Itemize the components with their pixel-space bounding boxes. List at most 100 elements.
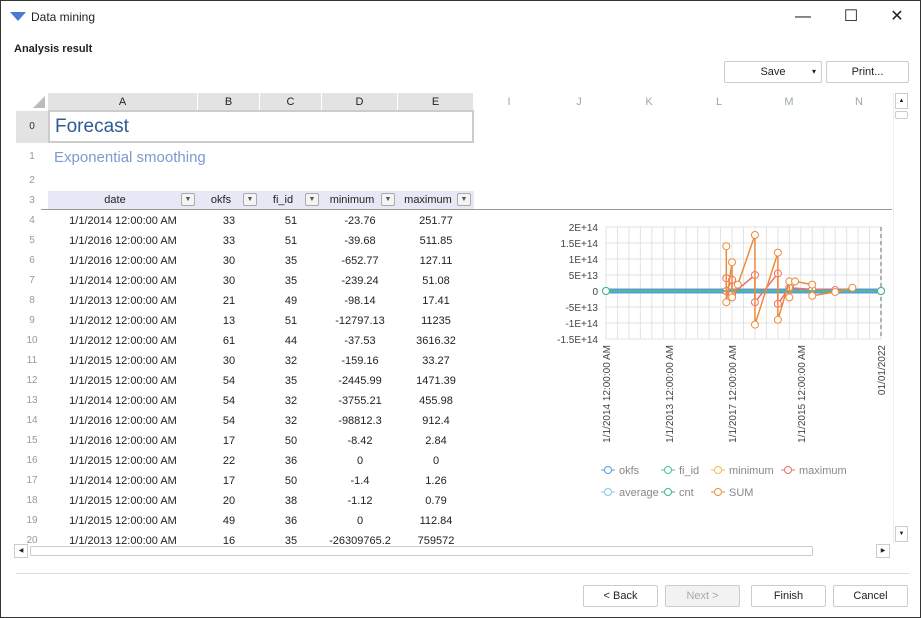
cell-date[interactable]: 1/1/2016 12:00:00 AM (69, 235, 177, 247)
row-number[interactable]: 0 (16, 111, 48, 143)
cell-okfs[interactable]: 17 (222, 435, 236, 447)
table-row[interactable]: 14 1/1/2016 12:00:00 AM 54 32 -98812.3 912.4 (1, 412, 481, 432)
cell-minimum[interactable]: -23.76 (344, 215, 376, 227)
vertical-scrollbar[interactable]: ▲ ▼ (893, 93, 908, 543)
row-number[interactable]: 1 (29, 151, 35, 162)
cell-maximum[interactable]: 2.84 (425, 435, 447, 447)
cell-fi_id[interactable]: 38 (284, 495, 298, 507)
finish-button[interactable]: Finish (751, 585, 826, 607)
table-row[interactable]: 16 1/1/2015 12:00:00 AM 22 36 0 0 (1, 452, 481, 472)
cell-fi_id[interactable]: 35 (284, 375, 298, 387)
cell-fi_id[interactable]: 32 (284, 415, 298, 427)
cell-okfs[interactable]: 54 (222, 395, 236, 407)
cell-date[interactable]: 1/1/2016 12:00:00 AM (69, 415, 177, 427)
column-header-I[interactable]: I (507, 96, 511, 108)
cell-okfs[interactable]: 16 (222, 535, 236, 544)
filter-header-minimum[interactable]: minimum ▼ (322, 191, 398, 209)
select-all-corner[interactable] (33, 96, 45, 108)
column-header-K[interactable]: K (645, 96, 653, 108)
filter-dropdown-icon[interactable]: ▼ (305, 193, 319, 206)
cell-minimum[interactable]: -98.14 (344, 295, 376, 307)
save-button[interactable]: Save ▾ (724, 61, 822, 83)
horizontal-scrollbar[interactable]: ◀ ▶ (14, 544, 891, 558)
table-row[interactable]: 17 1/1/2014 12:00:00 AM 17 50 -1.4 1.26 (1, 472, 481, 492)
cell-date[interactable]: 1/1/2015 12:00:00 AM (69, 355, 177, 367)
table-row[interactable]: 5 1/1/2016 12:00:00 AM 33 51 -39.68 511.85 (1, 232, 481, 252)
cell-okfs[interactable]: 33 (222, 215, 236, 227)
cell-maximum[interactable]: 127.11 (419, 255, 453, 267)
cell-date[interactable]: 1/1/2012 12:00:00 AM (69, 335, 177, 347)
cell-date[interactable]: 1/1/2015 12:00:00 AM (69, 375, 177, 387)
cell-date[interactable]: 1/1/2016 12:00:00 AM (69, 435, 177, 447)
cell-minimum[interactable]: -39.68 (344, 235, 376, 247)
filter-dropdown-icon[interactable]: ▼ (243, 193, 257, 206)
cell-minimum[interactable]: -8.42 (347, 435, 373, 447)
cell-date[interactable]: 1/1/2016 12:00:00 AM (69, 255, 177, 267)
cell-fi_id[interactable]: 51 (284, 235, 298, 247)
table-row[interactable]: 13 1/1/2014 12:00:00 AM 54 32 -3755.21 455.98 (1, 392, 481, 412)
cell-fi_id[interactable]: 35 (284, 275, 298, 287)
print-button[interactable]: Print... (826, 61, 909, 83)
scroll-down-icon[interactable]: ▼ (895, 526, 908, 542)
sheet-subtitle-cell[interactable]: Exponential smoothing (54, 149, 206, 166)
cell-date[interactable]: 1/1/2015 12:00:00 AM (69, 455, 177, 467)
cell-minimum[interactable]: -37.53 (344, 335, 376, 347)
column-header-C[interactable]: C (260, 93, 322, 111)
cell-fi_id[interactable]: 51 (284, 315, 298, 327)
filter-dropdown-icon[interactable]: ▼ (181, 193, 195, 206)
cell-okfs[interactable]: 20 (222, 495, 236, 507)
cell-minimum[interactable]: -26309765.2 (329, 535, 391, 544)
cell-date[interactable]: 1/1/2015 12:00:00 AM (69, 495, 177, 507)
cell-okfs[interactable]: 33 (222, 235, 236, 247)
column-header-J[interactable]: J (576, 96, 582, 108)
cell-date[interactable]: 1/1/2012 12:00:00 AM (69, 315, 177, 327)
cell-maximum[interactable]: 51.08 (422, 275, 450, 287)
cell-maximum[interactable]: 3616.32 (416, 335, 456, 347)
table-row[interactable]: 10 1/1/2012 12:00:00 AM 61 44 -37.53 3616.32 (1, 332, 481, 352)
cell-okfs[interactable]: 30 (222, 355, 236, 367)
cell-date[interactable]: 1/1/2014 12:00:00 AM (69, 215, 177, 227)
cell-date[interactable]: 1/1/2015 12:00:00 AM (69, 515, 177, 527)
cell-maximum[interactable]: 0 (432, 455, 440, 467)
scroll-right-icon[interactable]: ▶ (876, 544, 890, 558)
sheet-title-cell[interactable]: Forecast (48, 110, 474, 143)
table-row[interactable]: 19 1/1/2015 12:00:00 AM 49 36 0 112.84 (1, 512, 481, 532)
cell-maximum[interactable]: 759572 (417, 535, 455, 544)
row-number[interactable]: 2 (29, 175, 35, 186)
cell-okfs[interactable]: 54 (222, 375, 236, 387)
column-header-L[interactable]: L (715, 96, 723, 108)
row-number[interactable]: 3 (29, 195, 35, 206)
cell-okfs[interactable]: 30 (222, 255, 236, 267)
cell-okfs[interactable]: 13 (222, 315, 236, 327)
cell-okfs[interactable]: 21 (222, 295, 236, 307)
cell-maximum[interactable]: 455.98 (419, 395, 453, 407)
close-button[interactable]: ✕ (890, 8, 904, 25)
cell-minimum[interactable]: -652.77 (341, 255, 379, 267)
maximize-button[interactable]: ☐ (843, 8, 859, 25)
scroll-left-icon[interactable]: ◀ (14, 544, 28, 558)
table-row[interactable]: 8 1/1/2013 12:00:00 AM 21 49 -98.14 17.41 (1, 292, 481, 312)
table-row[interactable]: 4 1/1/2014 12:00:00 AM 33 51 -23.76 251.77 (1, 212, 481, 232)
horizontal-scroll-thumb[interactable] (30, 546, 813, 556)
filter-dropdown-icon[interactable]: ▼ (457, 193, 471, 206)
cell-okfs[interactable]: 54 (222, 415, 236, 427)
cell-maximum[interactable]: 17.41 (422, 295, 450, 307)
cell-okfs[interactable]: 17 (222, 475, 236, 487)
cell-maximum[interactable]: 1471.39 (416, 375, 456, 387)
table-row[interactable]: 7 1/1/2014 12:00:00 AM 30 35 -239.24 51.08 (1, 272, 481, 292)
cell-maximum[interactable]: 251.77 (419, 215, 453, 227)
cell-fi_id[interactable]: 36 (284, 515, 298, 527)
cell-fi_id[interactable]: 35 (284, 535, 298, 544)
filter-header-fi_id[interactable]: fi_id ▼ (260, 191, 322, 209)
cell-maximum[interactable]: 0.79 (425, 495, 447, 507)
filter-header-date[interactable]: date ▼ (48, 191, 198, 209)
cell-minimum[interactable]: -98812.3 (338, 415, 382, 427)
cancel-button[interactable]: Cancel (833, 585, 908, 607)
cell-minimum[interactable]: 0 (356, 515, 364, 527)
cell-fi_id[interactable]: 50 (284, 475, 298, 487)
cell-minimum[interactable]: 0 (356, 455, 364, 467)
table-row[interactable]: 12 1/1/2015 12:00:00 AM 54 35 -2445.99 1471.3… (1, 372, 481, 392)
column-header-E[interactable]: E (398, 93, 474, 111)
cell-minimum[interactable]: -1.4 (350, 475, 370, 487)
cell-minimum[interactable]: -239.24 (341, 275, 379, 287)
